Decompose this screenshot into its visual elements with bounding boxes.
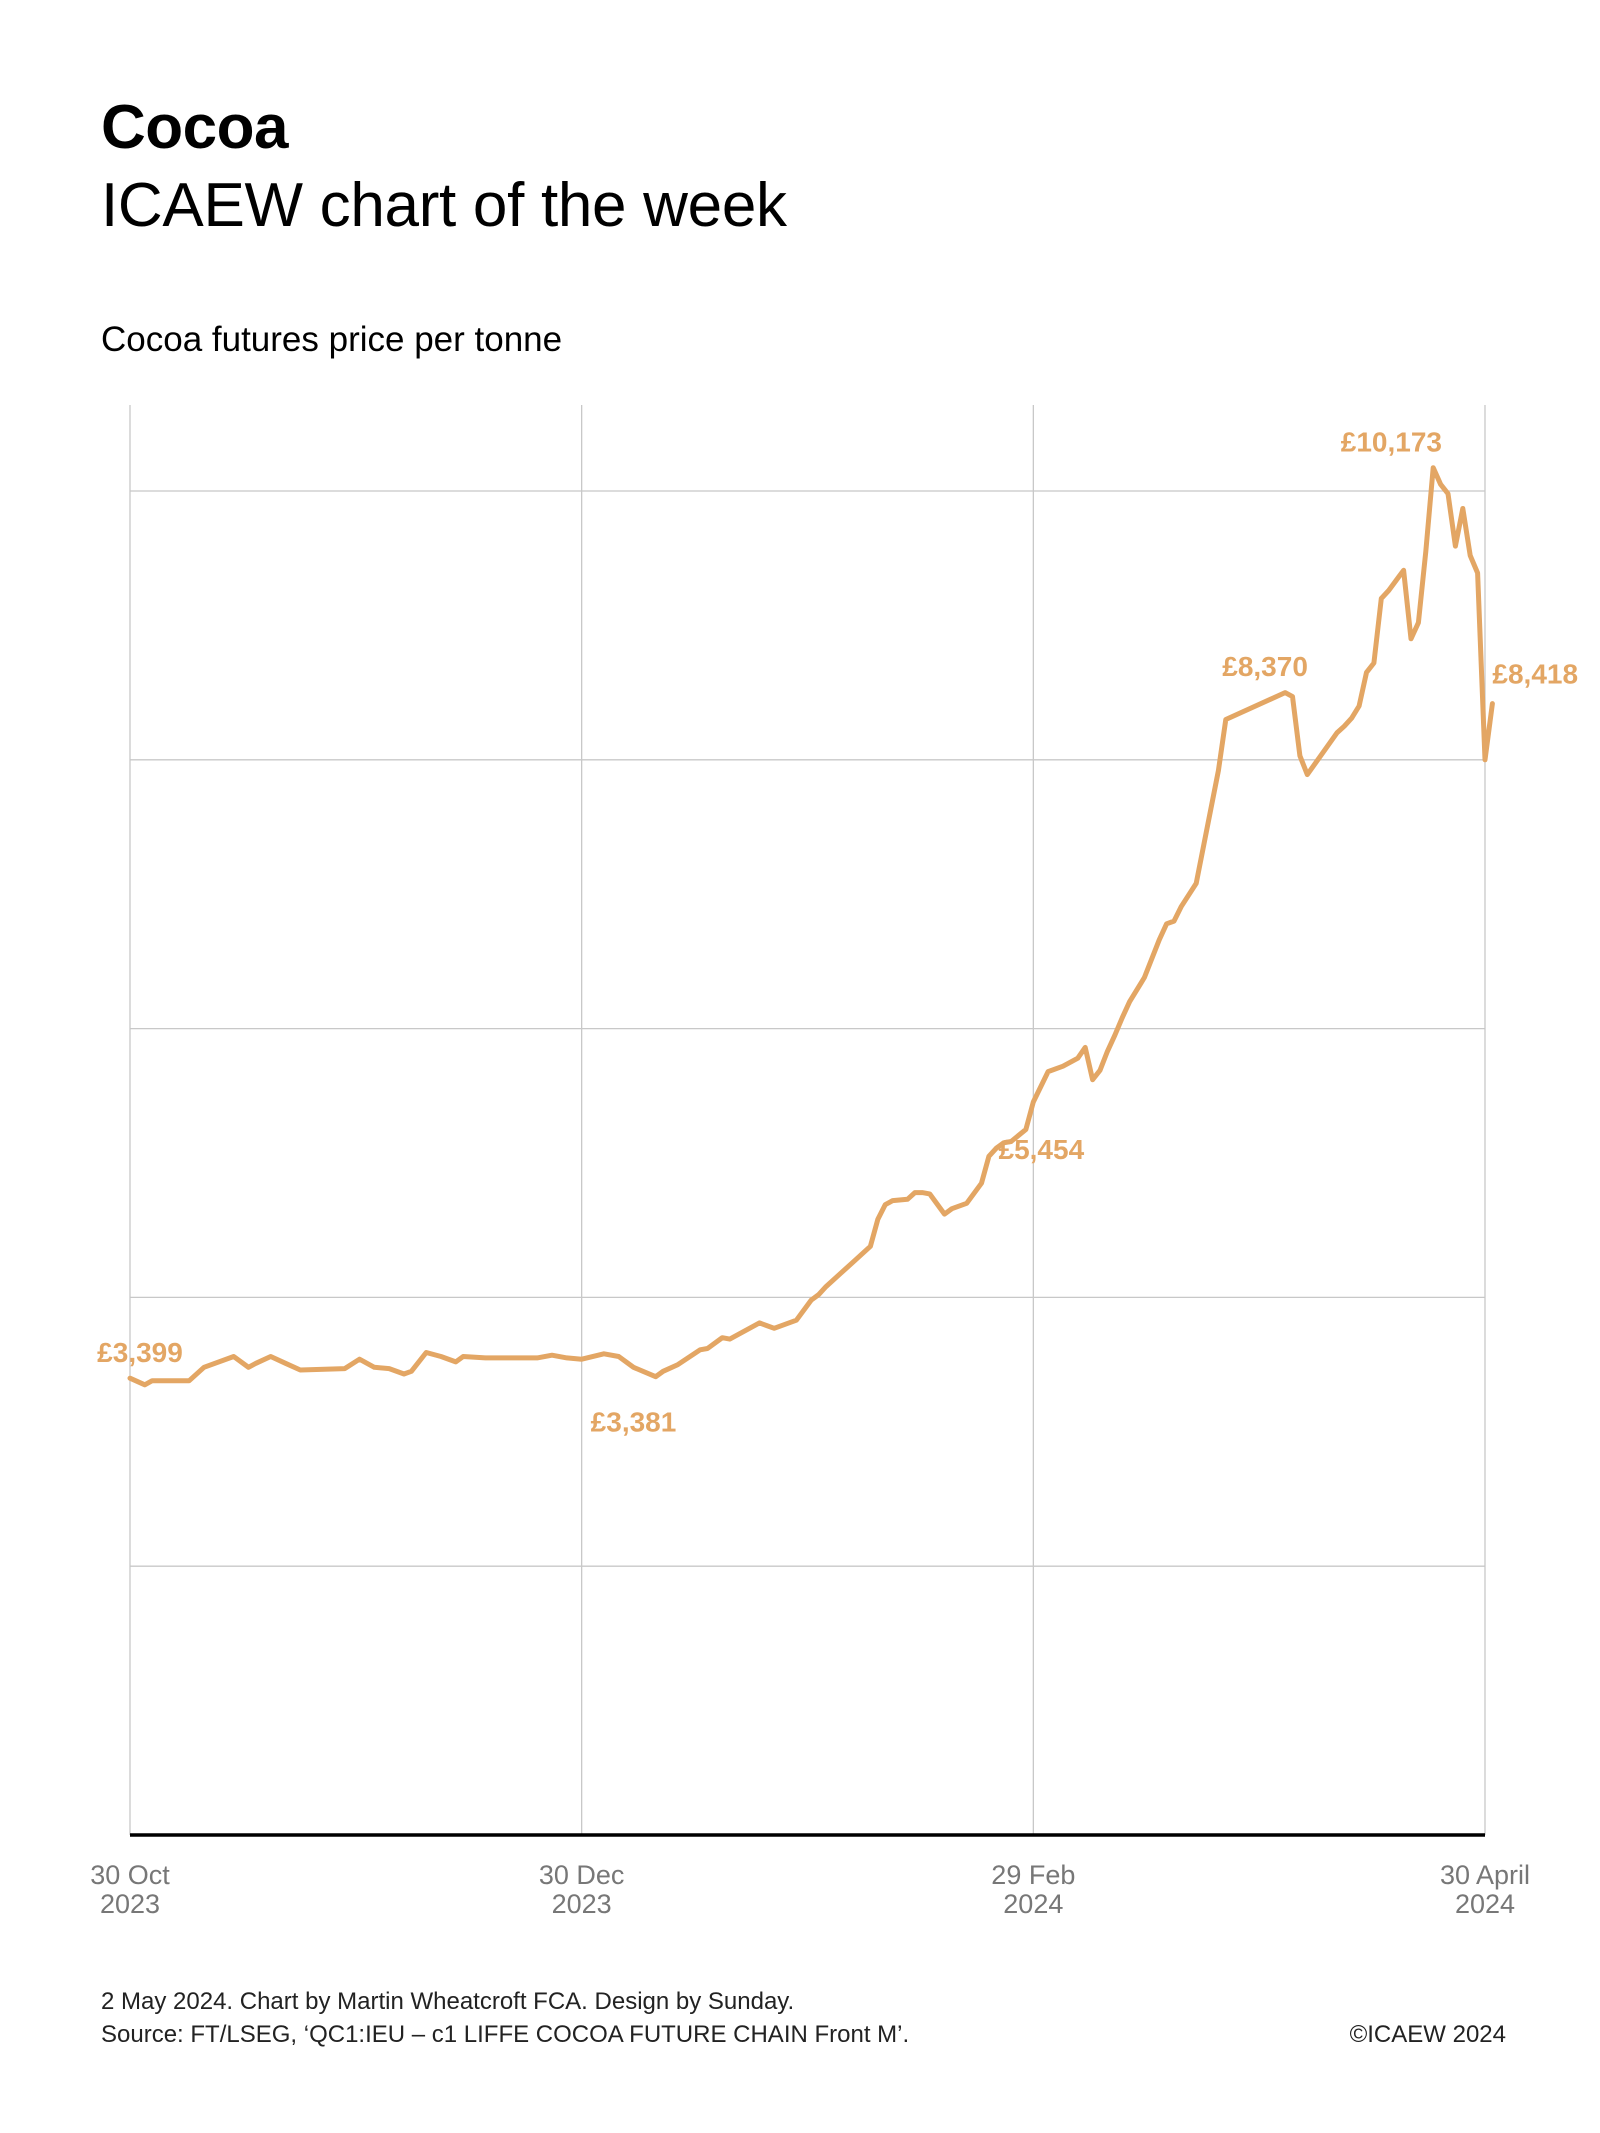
x-tick-year: 2024 bbox=[1455, 1889, 1515, 1919]
footer-source: Source: FT/LSEG, ‘QC1:IEU – c1 LIFFE COC… bbox=[101, 2021, 910, 2048]
data-label: £5,454 bbox=[999, 1134, 1085, 1165]
footer-copyright: ©ICAEW 2024 bbox=[1349, 2021, 1506, 2048]
data-label: £10,173 bbox=[1341, 427, 1442, 458]
series-layer bbox=[127, 465, 1495, 1388]
grid-layer bbox=[129, 405, 1486, 1835]
x-tick-label: 30 Dec bbox=[539, 1860, 625, 1890]
footer-credits: 2 May 2024. Chart by Martin Wheatcroft F… bbox=[101, 1988, 795, 2015]
x-tick-label: 30 April bbox=[1440, 1860, 1530, 1890]
label-layer: £3,399 £3,381 £5,454 £8,370 £10,173 £8,418 bbox=[97, 427, 1578, 1438]
data-label: £3,399 bbox=[97, 1337, 183, 1368]
data-label: £8,370 bbox=[1222, 651, 1308, 682]
chart-caption: Cocoa futures price per tonne bbox=[101, 320, 563, 359]
x-tick-year: 2023 bbox=[100, 1889, 160, 1919]
chart-title: Cocoa bbox=[101, 93, 288, 162]
x-tick-year: 2024 bbox=[1003, 1889, 1063, 1919]
data-label: £8,418 bbox=[1492, 659, 1578, 690]
x-tick-label: 30 Oct bbox=[90, 1860, 170, 1890]
x-tick-label: 29 Feb bbox=[991, 1860, 1075, 1890]
chart-subtitle: ICAEW chart of the week bbox=[101, 171, 787, 240]
data-label: £3,381 bbox=[591, 1407, 677, 1438]
price-series-line bbox=[127, 465, 1495, 1388]
x-tick-year: 2023 bbox=[552, 1889, 612, 1919]
